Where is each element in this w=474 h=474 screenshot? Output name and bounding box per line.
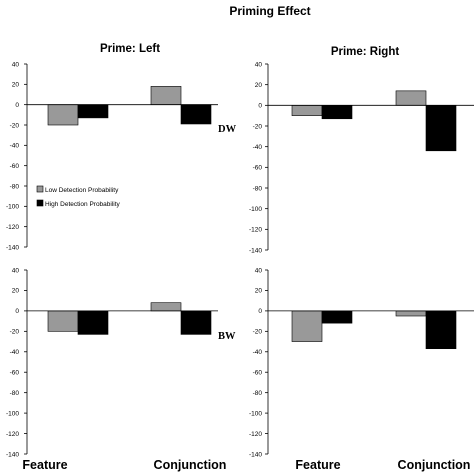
y-tick-label: 40 bbox=[255, 267, 263, 274]
y-tick-label: -20 bbox=[253, 329, 263, 336]
y-tick-label: -20 bbox=[10, 122, 20, 129]
bar-high-feature bbox=[321, 105, 353, 120]
y-tick-label: -100 bbox=[6, 410, 19, 417]
bar-low-conjunction bbox=[150, 86, 182, 105]
y-tick-label: -140 bbox=[249, 247, 262, 254]
chart-panel-bw-left: 40 20 0 -20 -40 -60 -80 -100 -120 -140 bbox=[6, 267, 218, 458]
panel-title-right: Prime: Right bbox=[331, 46, 400, 58]
category-label-conjunction-right: Conjunction bbox=[398, 458, 471, 472]
legend-swatch-high bbox=[36, 199, 44, 207]
row-label-bw: BW bbox=[218, 331, 236, 342]
y-tick-label: -80 bbox=[253, 390, 263, 397]
y-tick-label: -60 bbox=[253, 165, 263, 172]
y-tick-label: 40 bbox=[255, 61, 263, 68]
legend-label-low: Low Detection Probability bbox=[45, 187, 119, 194]
y-tick-label: -80 bbox=[10, 390, 20, 397]
chart-panel-bw-right: 40 20 0 -20 -40 -60 -80 -100 -120 -140 bbox=[249, 267, 474, 458]
y-tick-label: -60 bbox=[10, 163, 20, 170]
panel-title-left: Prime: Left bbox=[100, 43, 160, 55]
y-tick-label: -80 bbox=[253, 185, 263, 192]
y-tick-label: 40 bbox=[12, 61, 20, 68]
y-tick-label: -60 bbox=[253, 370, 263, 377]
bar-high-conjunction bbox=[180, 104, 212, 125]
row-label-dw: DW bbox=[218, 124, 237, 135]
category-label-conjunction-left: Conjunction bbox=[154, 458, 227, 472]
y-tick-label: -20 bbox=[10, 329, 20, 336]
y-tick-label: 20 bbox=[255, 288, 263, 295]
y-tick-label: 0 bbox=[258, 103, 262, 110]
figure-title: Priming Effect bbox=[229, 4, 310, 18]
bar-low-feature bbox=[47, 104, 79, 126]
y-tick-label: 20 bbox=[12, 82, 20, 89]
y-tick-label: 20 bbox=[255, 82, 263, 89]
y-tick-label: -140 bbox=[249, 451, 262, 458]
y-tick-label: 0 bbox=[15, 308, 19, 315]
category-label-feature-left: Feature bbox=[22, 458, 67, 472]
legend: Low Detection Probability High Detection… bbox=[36, 185, 121, 208]
y-tick-label: -40 bbox=[253, 144, 263, 151]
bar-low-feature bbox=[291, 105, 323, 116]
bar-high-conjunction bbox=[425, 105, 457, 152]
bar-high-conjunction bbox=[180, 310, 212, 335]
bar-high-feature bbox=[321, 310, 353, 324]
y-tick-label: -100 bbox=[249, 410, 262, 417]
bar-low-conjunction bbox=[150, 302, 182, 312]
y-tick-label: -140 bbox=[6, 244, 19, 251]
bar-high-feature bbox=[77, 310, 109, 335]
legend-swatch-low bbox=[36, 185, 44, 193]
y-tick-label: -120 bbox=[6, 224, 19, 231]
y-tick-label: -100 bbox=[249, 206, 262, 213]
bar-high-conjunction bbox=[425, 310, 457, 350]
chart-panel-dw-left: 40 20 0 -20 -40 -60 -80 -100 -120 -140 bbox=[6, 61, 218, 251]
y-tick-label: -40 bbox=[10, 349, 20, 356]
y-tick-label: 0 bbox=[258, 308, 262, 315]
y-tick-label: -100 bbox=[6, 204, 19, 211]
y-tick-label: -40 bbox=[10, 143, 20, 150]
y-tick-label: -20 bbox=[253, 123, 263, 130]
y-tick-label: -80 bbox=[10, 183, 20, 190]
y-tick-label: 0 bbox=[15, 102, 19, 109]
bar-low-conjunction bbox=[395, 90, 427, 106]
legend-label-high: High Detection Probability bbox=[45, 201, 121, 208]
bar-high-feature bbox=[77, 104, 109, 119]
y-tick-label: 20 bbox=[12, 288, 20, 295]
y-tick-label: -60 bbox=[10, 370, 20, 377]
category-label-feature-right: Feature bbox=[295, 458, 340, 472]
chart-panel-dw-right: 40 20 0 -20 -40 -60 -80 -100 -120 -140 bbox=[249, 61, 474, 254]
y-tick-label: -120 bbox=[249, 227, 262, 234]
bar-low-conjunction bbox=[395, 310, 427, 317]
y-tick-label: -120 bbox=[249, 431, 262, 438]
y-tick-label: -40 bbox=[253, 349, 263, 356]
bar-low-feature bbox=[291, 310, 323, 342]
bar-low-feature bbox=[47, 310, 79, 332]
y-tick-label: 40 bbox=[12, 267, 20, 274]
y-tick-label: -120 bbox=[6, 431, 19, 438]
y-tick-label: -140 bbox=[6, 451, 19, 458]
